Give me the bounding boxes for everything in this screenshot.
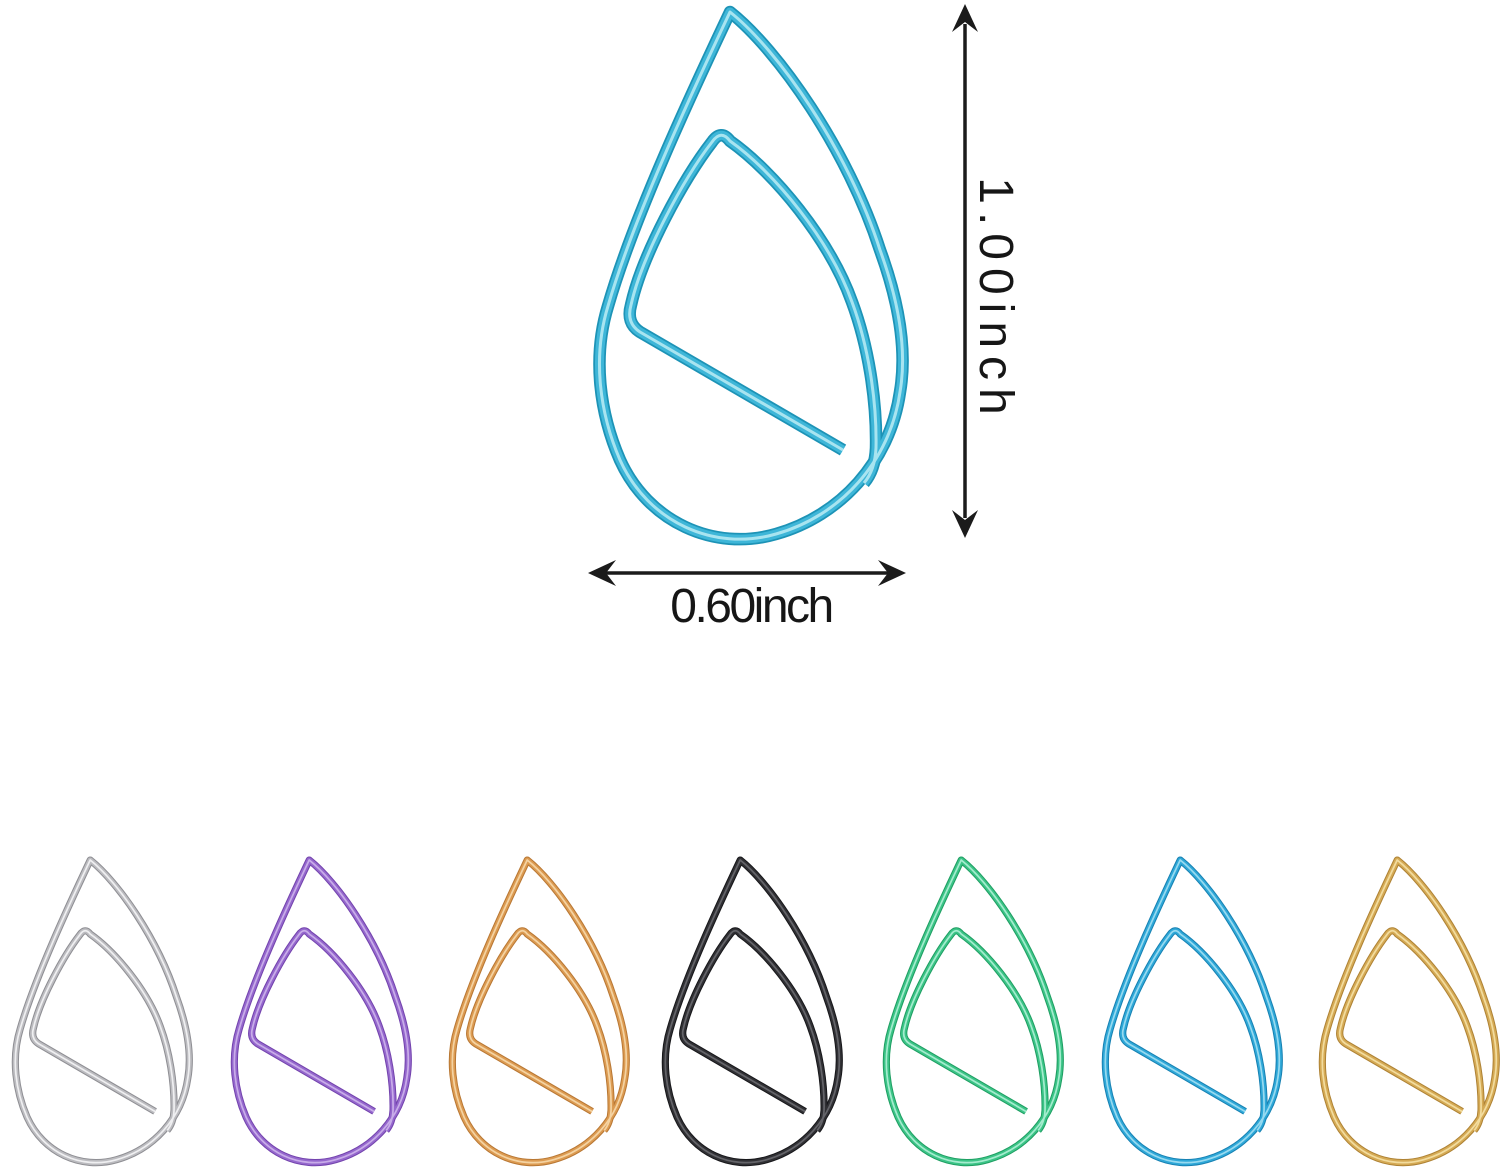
teardrop-clip-silver	[3, 853, 197, 1169]
teardrop-clip-gold	[1310, 853, 1500, 1169]
width-dimension-arrow	[588, 560, 906, 586]
teardrop-clip-featured-blue	[578, 0, 916, 550]
width-dimension-label: 0.60inch	[670, 580, 834, 633]
teardrop-clip-blue	[1093, 853, 1287, 1169]
height-dimension-label: 1.00inch	[969, 177, 1022, 423]
teardrop-clip-purple	[222, 853, 416, 1169]
teardrop-clip-black	[653, 853, 847, 1169]
teardrop-clip-orange	[440, 853, 634, 1169]
teardrop-clip-green	[874, 853, 1068, 1169]
height-dimension-arrow	[952, 4, 978, 538]
